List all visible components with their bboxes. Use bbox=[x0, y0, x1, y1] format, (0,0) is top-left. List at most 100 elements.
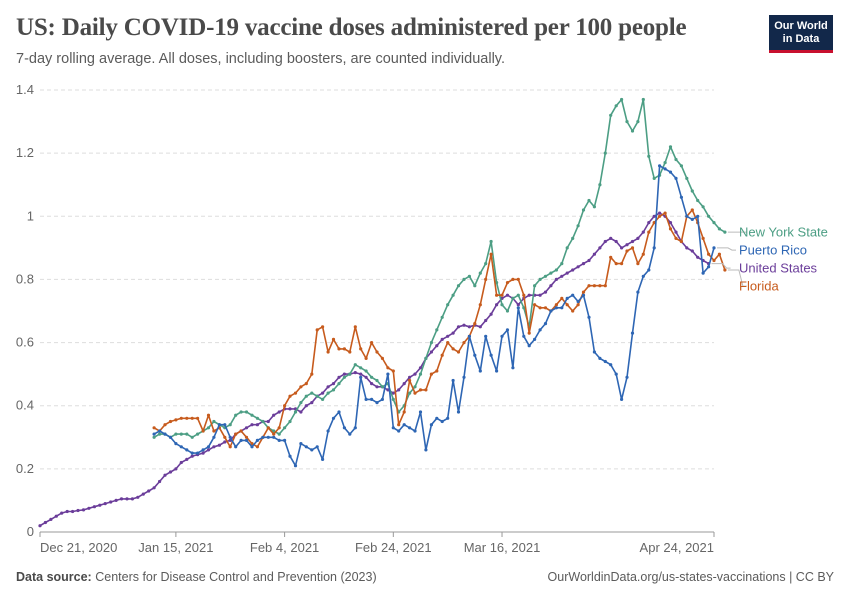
data-point bbox=[321, 391, 325, 395]
data-point bbox=[696, 198, 700, 203]
data-point bbox=[174, 442, 178, 446]
data-point bbox=[364, 397, 368, 401]
series-line bbox=[153, 165, 715, 467]
data-point bbox=[609, 363, 613, 367]
data-point bbox=[571, 236, 575, 240]
data-point bbox=[206, 413, 211, 417]
data-point bbox=[364, 369, 368, 373]
data-point bbox=[201, 451, 205, 455]
y-tick-label: 0.8 bbox=[16, 271, 34, 286]
data-point bbox=[543, 290, 548, 294]
data-point bbox=[185, 457, 189, 461]
data-point bbox=[244, 410, 249, 414]
data-point bbox=[707, 214, 711, 218]
data-point bbox=[435, 369, 439, 373]
data-point bbox=[690, 189, 694, 193]
data-point bbox=[337, 375, 341, 379]
data-point bbox=[663, 211, 667, 215]
data-point bbox=[620, 262, 624, 266]
data-point bbox=[234, 445, 238, 449]
data-point bbox=[288, 454, 292, 458]
data-point bbox=[310, 372, 314, 376]
data-point bbox=[495, 293, 499, 297]
data-point bbox=[451, 331, 455, 335]
data-point bbox=[168, 419, 173, 424]
data-point bbox=[326, 391, 330, 395]
data-point bbox=[538, 306, 542, 310]
data-point bbox=[348, 432, 352, 436]
data-point bbox=[212, 435, 216, 439]
data-point bbox=[625, 249, 629, 253]
data-point bbox=[614, 104, 618, 108]
data-point bbox=[679, 195, 684, 199]
data-point bbox=[353, 426, 357, 430]
data-point bbox=[277, 432, 281, 436]
y-gridlines bbox=[40, 89, 714, 533]
data-point bbox=[641, 230, 645, 234]
legend-label: New York State bbox=[739, 225, 828, 240]
data-point bbox=[478, 369, 482, 373]
data-point bbox=[163, 432, 167, 436]
data-point bbox=[603, 239, 607, 244]
data-point bbox=[549, 271, 553, 275]
y-tick-label: 1 bbox=[27, 208, 34, 223]
data-point bbox=[685, 176, 689, 180]
data-point bbox=[163, 473, 167, 477]
data-point bbox=[484, 318, 488, 323]
data-point bbox=[174, 432, 178, 436]
data-point bbox=[560, 306, 564, 310]
data-point bbox=[723, 230, 727, 234]
data-point bbox=[397, 423, 401, 427]
data-point bbox=[418, 372, 423, 376]
data-point bbox=[424, 448, 428, 452]
data-point bbox=[277, 438, 281, 442]
footer-url[interactable]: OurWorldinData.org/us-states-vaccination… bbox=[547, 570, 834, 584]
data-point bbox=[228, 445, 232, 449]
series-puerto-rico bbox=[152, 164, 716, 468]
data-point bbox=[489, 312, 493, 316]
data-point bbox=[587, 315, 591, 319]
data-point bbox=[288, 419, 292, 424]
owid-logo[interactable]: Our World in Data bbox=[769, 15, 833, 53]
data-point bbox=[598, 246, 602, 250]
data-point bbox=[206, 426, 211, 430]
data-point bbox=[505, 293, 510, 297]
data-point bbox=[364, 356, 368, 360]
data-point bbox=[353, 371, 357, 375]
y-tick-labels: 0 0.2 0.4 0.6 0.8 1 1.2 1.4 bbox=[16, 82, 34, 539]
data-point bbox=[620, 397, 624, 401]
data-point bbox=[533, 284, 537, 288]
data-point bbox=[326, 385, 330, 389]
data-point bbox=[527, 344, 531, 348]
data-point bbox=[522, 293, 526, 297]
data-point bbox=[98, 503, 102, 507]
data-point bbox=[234, 413, 238, 417]
data-point bbox=[321, 325, 325, 329]
line-chart[interactable]: 0 0.2 0.4 0.6 0.8 1 1.2 1.4 Dec 21, 2020 Jan 15,… bbox=[0, 0, 850, 560]
data-point bbox=[701, 236, 705, 240]
data-point bbox=[505, 281, 510, 285]
series-lines bbox=[38, 97, 727, 528]
data-point bbox=[375, 350, 379, 354]
data-point bbox=[158, 432, 162, 436]
data-point bbox=[478, 303, 482, 307]
data-point bbox=[277, 426, 281, 430]
data-point bbox=[174, 467, 178, 471]
data-point bbox=[223, 423, 227, 427]
data-point bbox=[527, 293, 531, 297]
data-point bbox=[652, 214, 656, 218]
data-point bbox=[565, 303, 569, 307]
data-point bbox=[674, 176, 678, 180]
data-point bbox=[652, 246, 656, 250]
data-point bbox=[647, 268, 651, 272]
data-point bbox=[370, 382, 374, 386]
data-point bbox=[647, 230, 651, 234]
data-point bbox=[473, 353, 477, 357]
data-point bbox=[630, 246, 635, 250]
data-point bbox=[440, 353, 444, 357]
data-point bbox=[266, 426, 270, 430]
data-point bbox=[581, 208, 586, 212]
data-point bbox=[342, 426, 346, 430]
data-point bbox=[462, 277, 466, 281]
data-point bbox=[560, 262, 564, 266]
